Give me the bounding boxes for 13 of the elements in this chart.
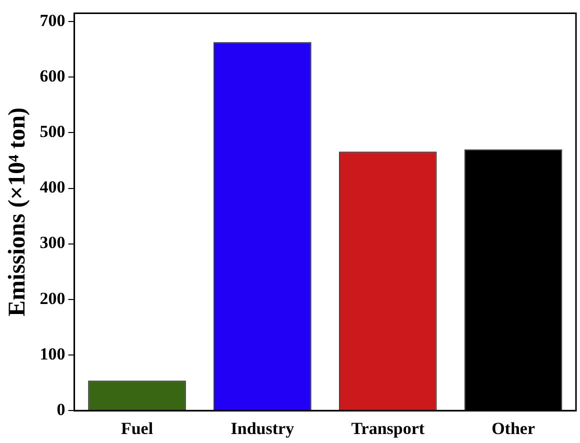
y-axis-title: Emissions (×10⁴ ton): [4, 107, 31, 316]
x-tick-label: Fuel: [120, 419, 154, 438]
y-tick-label: 600: [40, 66, 66, 86]
y-tick-label: 700: [40, 10, 66, 30]
y-tick-label: 200: [40, 288, 66, 308]
y-tick-label: 0: [56, 400, 66, 419]
x-tick-label: Transport: [351, 419, 425, 438]
x-tick-label: Other: [492, 419, 536, 438]
x-tick-label: Industry: [230, 419, 295, 438]
y-tick-label: 100: [40, 344, 66, 364]
y-tick-label: 500: [40, 122, 66, 142]
y-tick-label: 400: [40, 178, 66, 197]
y-tick-label: 300: [40, 233, 66, 252]
